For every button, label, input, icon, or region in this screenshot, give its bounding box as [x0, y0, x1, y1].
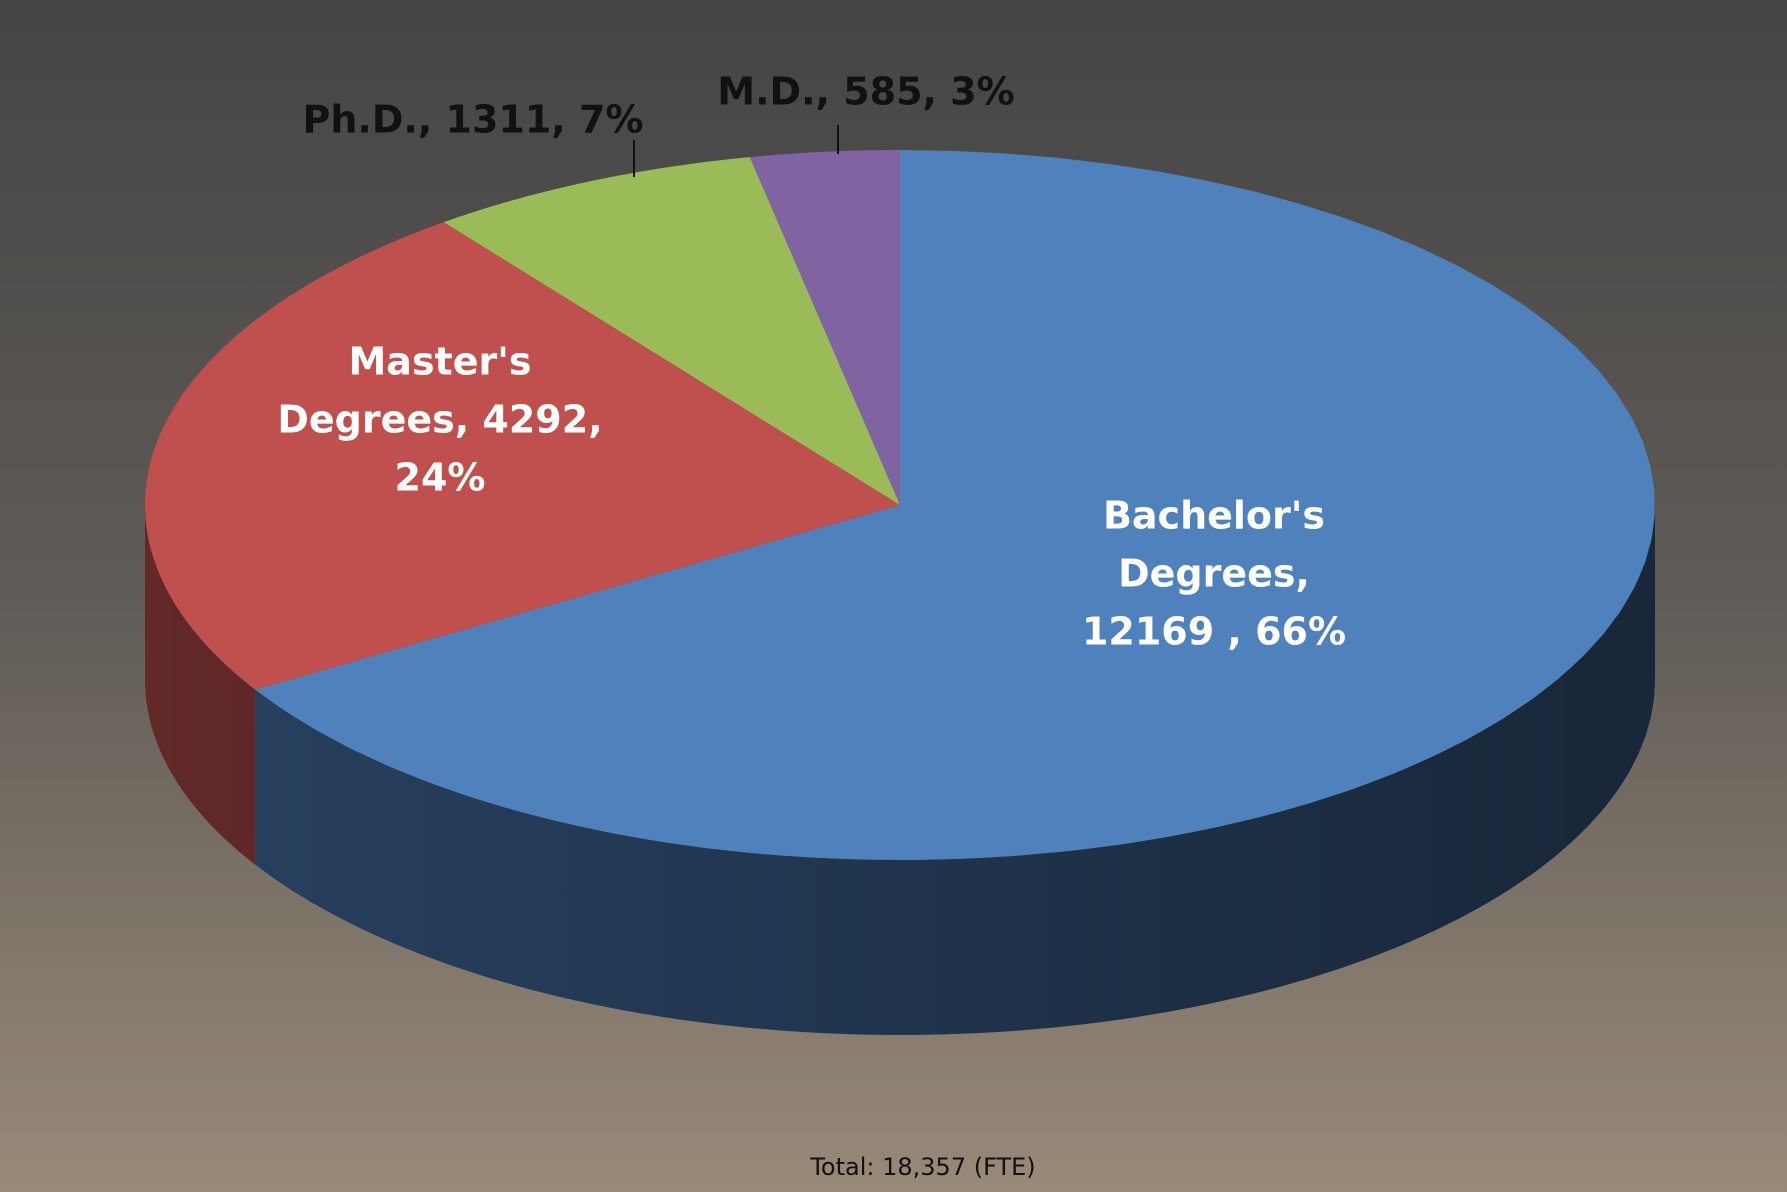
data-label: Ph.D., 1311, 7%	[303, 98, 644, 142]
page: Total: 18,357 (FTE) Bachelor's Degrees, 12…	[0, 0, 1787, 1192]
pie	[145, 150, 1655, 1035]
data-label: Degrees, 4292,	[277, 398, 602, 442]
data-label: 12169 , 66%	[1082, 610, 1346, 654]
data-label: Degrees,	[1118, 552, 1310, 596]
data-label: Bachelor's	[1103, 494, 1325, 538]
data-label: 24%	[395, 456, 486, 500]
footer: Total: 18,357 (FTE)	[809, 1153, 1035, 1181]
data-label: Master's	[348, 340, 531, 384]
data-label: M.D., 585, 3%	[717, 70, 1014, 114]
chart: Total: 18,357 (FTE) Bachelor's Degrees, 12…	[0, 0, 1787, 1192]
